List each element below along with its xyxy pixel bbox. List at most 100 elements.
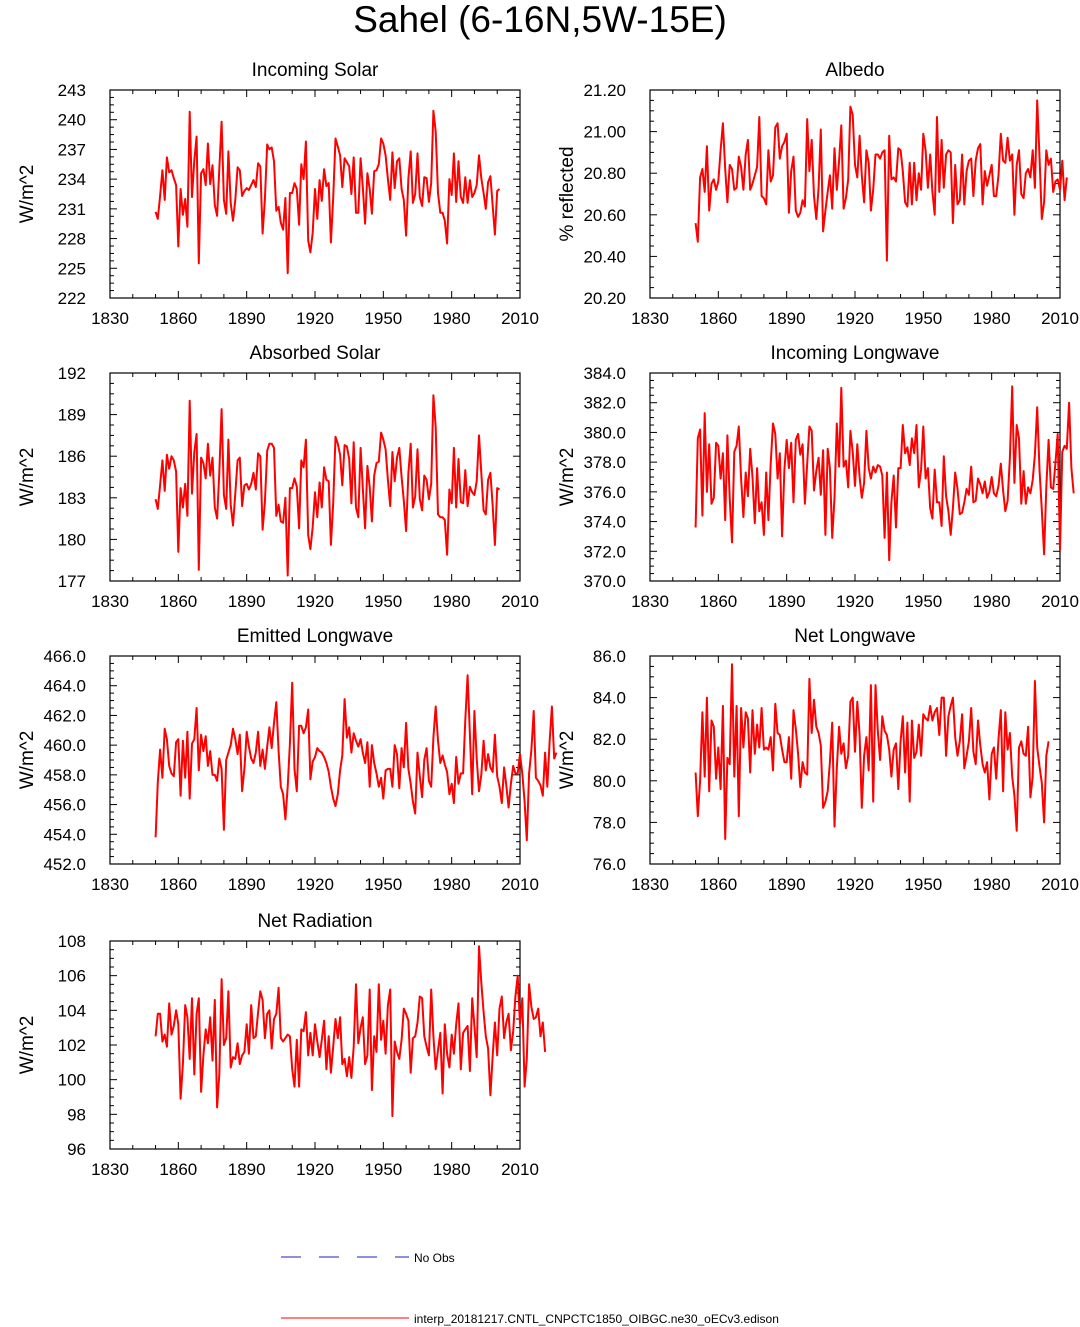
y-tick-label: 372.0	[583, 542, 626, 561]
y-tick-label: 466.0	[43, 647, 86, 666]
x-tick-label: 1920	[296, 875, 334, 894]
x-tick-label: 1980	[973, 875, 1011, 894]
x-tick-label: 1980	[433, 1160, 471, 1179]
x-tick-label: 1890	[228, 309, 266, 328]
x-tick-label: 1980	[973, 592, 1011, 611]
x-tick-label: 1950	[364, 309, 402, 328]
series-line	[694, 663, 1050, 840]
y-tick-label: 452.0	[43, 855, 86, 874]
x-tick-label: 2010	[1041, 309, 1079, 328]
y-tick-label: 86.0	[593, 647, 626, 666]
y-axis-label: W/m^2	[17, 1016, 38, 1075]
y-tick-label: 237	[58, 140, 86, 159]
y-tick-label: 240	[58, 111, 86, 130]
x-tick-label: 1950	[364, 875, 402, 894]
y-tick-label: 104	[58, 1001, 86, 1020]
panel-net-longwave: Net Longwave W/m^2 1830 1860 1890 1920 1950 198…	[557, 626, 1079, 894]
x-tick-label: 1920	[836, 309, 874, 328]
panel-absorbed-solar: Absorbed Solar W/m^2 1830 1860 1890 1920 1950 1…	[17, 343, 539, 611]
y-tick-label: 454.0	[43, 825, 86, 844]
y-axis-label: W/m^2	[17, 731, 38, 790]
panel-albedo: Albedo % reflected 1830 1860 1890 1920 1950 198…	[557, 60, 1079, 328]
y-tick-label: 183	[58, 489, 86, 508]
x-tick-label: 1950	[904, 309, 942, 328]
y-tick-label: 84.0	[593, 689, 626, 708]
y-tick-label: 80.0	[593, 772, 626, 791]
y-tick-label: 106	[58, 967, 86, 986]
y-tick-label: 456.0	[43, 796, 86, 815]
x-tick-label: 1950	[904, 592, 942, 611]
y-tick-label: 20.40	[583, 247, 626, 266]
x-tick-label: 1950	[364, 1160, 402, 1179]
y-tick-label: 458.0	[43, 766, 86, 785]
panel-emitted-longwave: Emitted Longwave W/m^2 1830 1860 1890 1920 195…	[17, 626, 558, 894]
y-tick-label: 102	[58, 1036, 86, 1055]
x-tick-label: 1920	[296, 592, 334, 611]
x-tick-label: 1890	[228, 592, 266, 611]
x-tick-label: 1860	[699, 875, 737, 894]
series-line	[154, 674, 558, 842]
panel-title: Absorbed Solar	[250, 343, 382, 364]
y-axis-label: W/m^2	[17, 165, 38, 224]
x-tick-label: 2010	[1041, 875, 1079, 894]
y-tick-label: 21.20	[583, 81, 626, 100]
panel-net-radiation: Net Radiation W/m^2 1830 1860 1890 1920 1950 19…	[17, 911, 547, 1179]
x-tick-label: 1890	[768, 875, 806, 894]
x-tick-label: 1950	[364, 592, 402, 611]
x-tick-label: 1920	[836, 875, 874, 894]
y-tick-label: 20.60	[583, 206, 626, 225]
x-tick-label: 2010	[1041, 592, 1079, 611]
plot-frame	[109, 940, 521, 1150]
x-tick-label: 1950	[904, 875, 942, 894]
y-tick-label: 180	[58, 530, 86, 549]
series-line	[154, 945, 547, 1118]
x-tick-label: 1890	[768, 309, 806, 328]
x-tick-label: 2010	[501, 309, 539, 328]
main-title: Sahel (6-16N,5W-15E)	[353, 0, 727, 40]
y-tick-label: 231	[58, 200, 86, 219]
y-tick-label: 192	[58, 364, 86, 383]
series-line	[154, 394, 501, 577]
x-tick-label: 1920	[836, 592, 874, 611]
x-tick-label: 2010	[501, 875, 539, 894]
y-tick-label: 100	[58, 1071, 86, 1090]
y-tick-label: 384.0	[583, 364, 626, 383]
y-tick-label: 374.0	[583, 513, 626, 532]
y-tick-label: 96	[67, 1140, 86, 1159]
y-tick-label: 21.00	[583, 123, 626, 142]
y-tick-label: 228	[58, 230, 86, 249]
x-tick-label: 1830	[91, 1160, 129, 1179]
y-tick-label: 378.0	[583, 453, 626, 472]
x-tick-label: 2010	[501, 592, 539, 611]
y-tick-label: 380.0	[583, 423, 626, 442]
panel-title: Incoming Longwave	[771, 343, 940, 364]
panel-incoming-solar: Incoming Solar W/m^2 1830 1860 1890 1920 1950 1…	[17, 60, 539, 328]
x-tick-label: 1860	[159, 309, 197, 328]
x-tick-label: 1980	[973, 309, 1011, 328]
x-tick-label: 1890	[228, 1160, 266, 1179]
y-tick-label: 225	[58, 259, 86, 278]
panel-title: Net Longwave	[794, 626, 915, 647]
panel-title: Incoming Solar	[252, 60, 379, 81]
y-tick-label: 460.0	[43, 736, 86, 755]
x-tick-label: 1980	[433, 875, 471, 894]
legend-obs-label: No Obs	[414, 1251, 455, 1265]
x-tick-label: 1860	[699, 592, 737, 611]
y-tick-label: 376.0	[583, 483, 626, 502]
y-axis-label: W/m^2	[17, 448, 38, 507]
y-tick-label: 98	[67, 1105, 86, 1124]
y-tick-label: 20.80	[583, 164, 626, 183]
x-tick-label: 1860	[159, 875, 197, 894]
panel-incoming-longwave: Incoming Longwave W/m^2 1830 1860 1890 1920 19…	[557, 343, 1079, 611]
x-tick-label: 1830	[631, 875, 669, 894]
x-tick-label: 1920	[296, 1160, 334, 1179]
x-tick-label: 1980	[433, 592, 471, 611]
x-tick-label: 2010	[501, 1160, 539, 1179]
y-tick-label: 382.0	[583, 394, 626, 413]
x-tick-label: 1830	[91, 592, 129, 611]
x-tick-label: 1890	[768, 592, 806, 611]
y-tick-label: 78.0	[593, 813, 626, 832]
x-tick-label: 1830	[631, 309, 669, 328]
x-tick-label: 1860	[699, 309, 737, 328]
panel-title: Net Radiation	[257, 911, 372, 932]
